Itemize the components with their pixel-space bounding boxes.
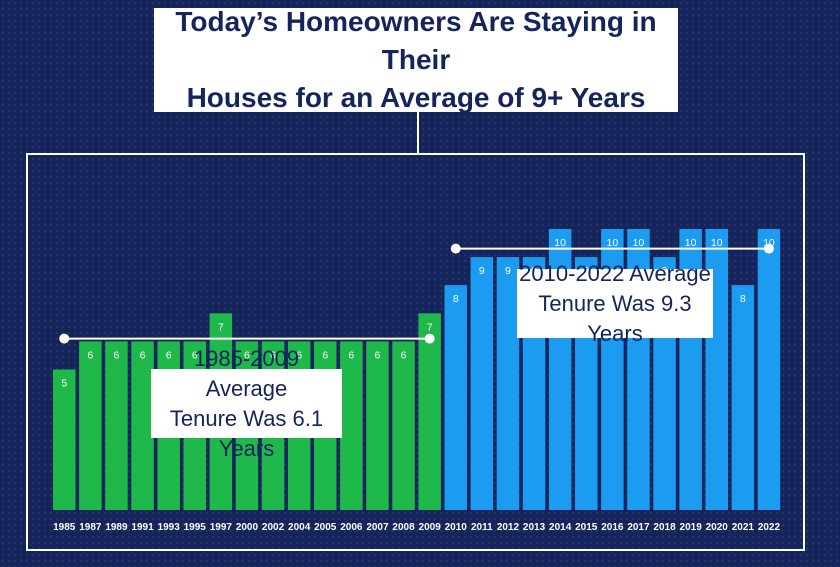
x-tick-label-1997: 1997 [210,522,233,533]
chart-title: Today’s Homeowners Are Staying in Their … [154,6,678,113]
bar-2022 [757,228,781,510]
bar-1991 [131,341,154,510]
bar-value-label-2000: 6 [244,349,250,361]
bar-value-label-2020: 10 [711,237,723,249]
bar-value-label-1997: 7 [218,321,224,333]
chart-title-line-1: Today’s Homeowners Are Staying in Their [175,6,657,75]
bar-2011 [470,257,494,510]
bar-1985 [53,369,76,510]
x-tick-label-2000: 2000 [236,522,259,533]
x-tick-label-2018: 2018 [653,522,676,533]
average-label-1985-2009: 1985-2009 Average Tenure Was 6.1 Years [151,346,342,461]
x-tick-label-2013: 2013 [523,522,546,533]
bar-2010 [444,285,467,510]
average-label-1985-2009-line-1: 1985-2009 Average [193,345,300,401]
x-tick-label-2011: 2011 [471,522,493,533]
bar-value-label-1985: 5 [61,377,67,389]
x-tick-label-2017: 2017 [627,522,650,533]
x-tick-label-2022: 2022 [758,522,781,533]
bar-value-label-2009: 7 [427,321,433,333]
average-label-2010-2022-line-2: Tenure Was 9.3 Years [538,290,692,346]
bar-2012 [496,257,520,510]
x-tick-label-1991: 1991 [131,522,154,533]
average-line-1985-2009-start-dot [59,333,70,344]
title-connector-line [417,112,419,154]
x-tick-label-1995: 1995 [184,522,207,533]
bar-value-label-2016: 10 [607,237,619,249]
x-tick-label-2010: 2010 [445,522,468,533]
bar-value-label-2002: 6 [270,349,276,361]
bar-2021 [731,285,755,510]
chart-frame [26,153,805,551]
average-label-2010-2022: 2010-2022 Average Tenure Was 9.3 Years [517,261,713,346]
bar-value-label-1995: 6 [192,349,198,361]
average-line-1985-2009-end-dot [424,333,435,344]
x-tick-label-2008: 2008 [392,522,415,533]
x-tick-label-2002: 2002 [262,522,285,533]
bar-value-label-2017: 10 [633,237,645,249]
bar-value-label-1989: 6 [114,349,120,361]
x-tick-label-2007: 2007 [366,522,389,533]
bar-value-label-2019: 10 [685,237,697,249]
average-label-2010-2022-line-1: 2010-2022 Average [519,260,711,286]
bar-value-label-2021: 8 [740,293,746,305]
x-tick-label-2015: 2015 [575,522,598,533]
average-line-2010-2022-start-dot [450,243,461,254]
bar-1989 [105,341,128,510]
bar-value-label-2005: 6 [322,349,328,361]
x-tick-label-2012: 2012 [497,522,520,533]
bar-2007 [366,341,389,510]
x-tick-label-2020: 2020 [706,522,729,533]
bar-value-label-2008: 6 [401,349,407,361]
bar-value-label-1991: 6 [140,349,146,361]
x-tick-label-2021: 2021 [732,522,755,533]
bar-value-label-2010: 8 [453,293,459,305]
x-tick-label-2016: 2016 [601,522,624,533]
bar-value-label-2014: 10 [554,237,566,249]
x-tick-label-2004: 2004 [288,522,311,533]
bar-value-label-2022: 10 [763,237,775,249]
average-label-1985-2009-line-2: Tenure Was 6.1 Years [169,405,324,461]
x-tick-label-1993: 1993 [158,522,181,533]
x-tick-label-2009: 2009 [419,522,442,533]
x-tick-label-2019: 2019 [680,522,703,533]
x-tick-label-1987: 1987 [79,522,102,533]
bar-value-label-1993: 6 [166,349,172,361]
bar-value-label-2006: 6 [348,349,354,361]
x-tick-label-2014: 2014 [549,522,572,533]
x-tick-label-2006: 2006 [340,522,363,533]
chart-title-line-2: Houses for an Average of 9+ Years [186,82,646,113]
average-line-2010-2022-end-dot [763,243,774,254]
x-tick-label-2005: 2005 [314,522,337,533]
x-tick-label-1989: 1989 [105,522,128,533]
bar-2006 [340,341,363,510]
bar-1987 [79,341,102,510]
x-tick-label-1985: 1985 [53,522,76,533]
bar-value-label-2007: 6 [375,349,381,361]
bar-value-label-2004: 6 [296,349,302,361]
bar-value-label-1987: 6 [87,349,93,361]
bar-2009 [418,313,441,510]
bar-value-label-2011: 9 [479,265,485,277]
bar-2008 [392,341,415,510]
bar-value-label-2012: 9 [505,265,511,277]
